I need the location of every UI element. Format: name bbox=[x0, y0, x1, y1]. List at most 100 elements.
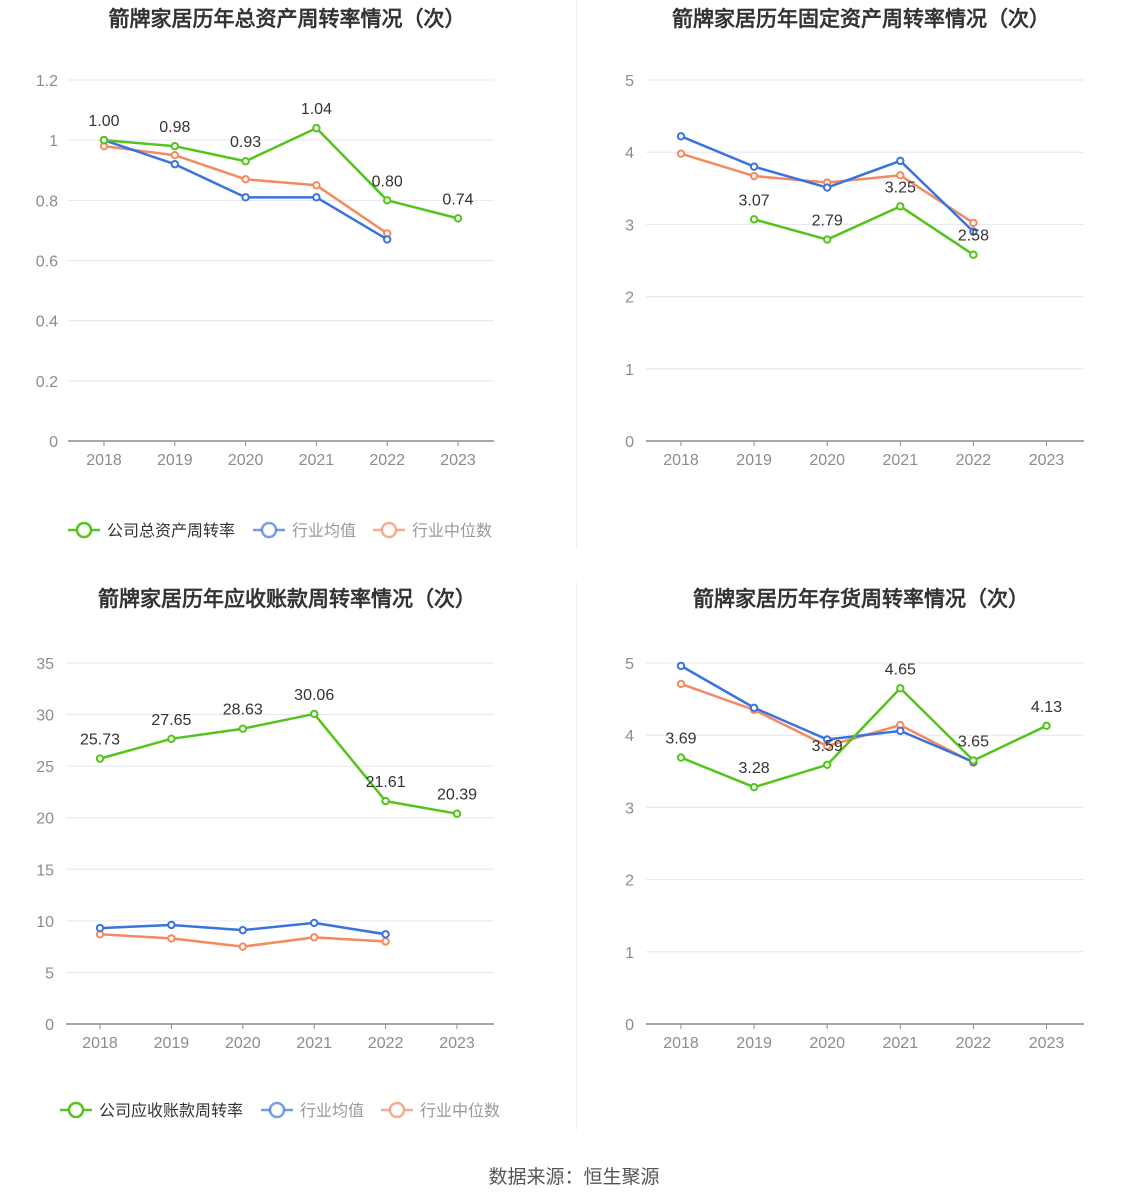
data-label: 3.59 bbox=[812, 738, 843, 755]
y-tick-label: 10 bbox=[36, 914, 54, 931]
data-label: 4.13 bbox=[1031, 699, 1062, 716]
y-tick-label: 0.6 bbox=[36, 254, 58, 271]
legend-label: 公司总资产周转率 bbox=[107, 521, 235, 540]
data-point-median bbox=[749, 171, 759, 181]
data-label: 1.04 bbox=[301, 101, 332, 118]
data-point-company bbox=[238, 724, 248, 733]
data-point-company bbox=[99, 135, 109, 145]
data-point-avg bbox=[95, 923, 105, 933]
x-tick-label: 2018 bbox=[82, 1035, 118, 1052]
legend-swatch-marker bbox=[268, 1101, 286, 1119]
data-point-avg bbox=[896, 156, 905, 166]
x-tick-label: 2022 bbox=[368, 1035, 404, 1052]
x-tick-label: 2020 bbox=[228, 452, 264, 469]
data-point-avg bbox=[749, 703, 759, 712]
x-tick-label: 2019 bbox=[736, 1035, 772, 1052]
series-line-company bbox=[99, 712, 458, 815]
data-point-company bbox=[823, 235, 832, 244]
data-label: 3.69 bbox=[665, 731, 696, 748]
data-point-median bbox=[896, 171, 905, 180]
x-tick-label: 2021 bbox=[299, 452, 335, 469]
y-tick-label: 1 bbox=[625, 945, 634, 962]
chart-panel-receivable-turnover: 箭牌家居历年应收账款周转率情况（次） 0 5 10 15 20 25 30 35 2018 2019… bbox=[0, 580, 574, 1160]
legend-label: 行业均值 bbox=[300, 1101, 364, 1120]
chart-title: 箭牌家居历年存货周转率情况（次） bbox=[693, 587, 1029, 611]
y-tick-label: 0.4 bbox=[36, 314, 58, 331]
y-tick-label: 5 bbox=[625, 656, 634, 673]
data-point-company bbox=[170, 141, 180, 151]
data-label: 0.74 bbox=[442, 191, 473, 208]
data-point-median bbox=[381, 937, 390, 946]
data-label: 0.93 bbox=[230, 134, 261, 151]
data-point-company bbox=[452, 809, 462, 818]
y-tick-label: 5 bbox=[625, 73, 634, 90]
data-label: 3.07 bbox=[739, 192, 770, 209]
data-point-company bbox=[310, 709, 319, 719]
data-label: 3.25 bbox=[885, 179, 916, 196]
chart-svg: 箭牌家居历年存货周转率情况（次） 0 1 2 3 4 5 2018 2019 2020 2021 20… bbox=[625, 587, 1084, 1052]
y-tick-label: 4 bbox=[625, 145, 634, 162]
x-tick-label: 2021 bbox=[883, 452, 919, 469]
data-point-median bbox=[238, 942, 248, 951]
series-line-company bbox=[103, 126, 459, 220]
data-point-avg bbox=[969, 227, 978, 236]
data-point-company bbox=[969, 756, 978, 765]
data-point-median bbox=[170, 151, 180, 160]
y-tick-label: 2 bbox=[625, 290, 634, 307]
x-tick-label: 2020 bbox=[809, 1035, 845, 1052]
data-point-median bbox=[969, 218, 978, 228]
data-point-avg bbox=[823, 183, 832, 192]
legend-swatch-marker bbox=[67, 1101, 85, 1119]
x-tick-label: 2023 bbox=[439, 1035, 475, 1052]
chart-title: 箭牌家居历年固定资产周转率情况（次） bbox=[672, 7, 1050, 31]
data-point-avg bbox=[310, 918, 319, 928]
data-point-avg bbox=[823, 735, 832, 744]
x-tick-label: 2022 bbox=[369, 452, 405, 469]
chart-svg: 箭牌家居历年应收账款周转率情况（次） 0 5 10 15 20 25 30 35 2018 2019… bbox=[36, 587, 500, 1120]
data-point-avg bbox=[749, 162, 759, 171]
data-label: 30.06 bbox=[294, 687, 334, 704]
legend-label: 行业中位数 bbox=[420, 1101, 500, 1120]
data-label: 21.61 bbox=[366, 774, 406, 791]
legend-swatch-marker bbox=[75, 521, 93, 539]
data-label: 3.65 bbox=[958, 733, 989, 750]
x-tick-label: 2019 bbox=[736, 452, 772, 469]
data-point-avg bbox=[238, 925, 248, 935]
data-point-avg bbox=[241, 193, 250, 202]
data-point-avg bbox=[676, 132, 686, 141]
data-point-company bbox=[1042, 721, 1051, 731]
y-tick-label: 0 bbox=[45, 1017, 54, 1034]
legend-swatch-marker bbox=[380, 521, 398, 539]
data-point-company bbox=[453, 214, 463, 223]
data-point-avg bbox=[170, 160, 180, 169]
series-line-company bbox=[753, 205, 975, 256]
data-point-avg bbox=[676, 661, 686, 671]
y-tick-label: 0 bbox=[49, 434, 58, 451]
chart-svg: 箭牌家居历年固定资产周转率情况（次） 0 1 2 3 4 5 2018 2019 2020 2021… bbox=[625, 7, 1084, 469]
y-tick-label: 1.2 bbox=[36, 73, 58, 90]
data-point-company bbox=[95, 754, 105, 763]
data-point-avg bbox=[312, 193, 321, 202]
y-tick-label: 30 bbox=[36, 708, 54, 725]
data-label: 2.79 bbox=[812, 213, 843, 230]
data-point-median bbox=[676, 149, 686, 158]
data-label: 2.58 bbox=[958, 228, 989, 245]
data-point-avg bbox=[167, 920, 176, 930]
x-tick-label: 2023 bbox=[1029, 1035, 1065, 1052]
y-tick-label: 4 bbox=[625, 728, 634, 745]
y-tick-label: 0.2 bbox=[36, 374, 58, 391]
chart-svg: 箭牌家居历年总资产周转率情况（次） 0 0.2 0.4 0.6 0.8 1 1.2 2018 20… bbox=[36, 7, 494, 540]
panel-divider bbox=[576, 0, 577, 548]
data-point-median bbox=[312, 181, 321, 190]
y-tick-label: 35 bbox=[36, 656, 54, 673]
x-tick-label: 2020 bbox=[225, 1035, 261, 1052]
x-tick-label: 2019 bbox=[157, 452, 193, 469]
x-tick-label: 2023 bbox=[1029, 452, 1065, 469]
y-tick-label: 1 bbox=[625, 362, 634, 379]
data-point-company bbox=[749, 215, 759, 224]
data-label: 1.00 bbox=[88, 113, 119, 130]
data-point-median bbox=[167, 934, 176, 943]
y-tick-label: 25 bbox=[36, 759, 54, 776]
data-label: 28.63 bbox=[223, 702, 263, 719]
data-point-median bbox=[241, 175, 250, 184]
